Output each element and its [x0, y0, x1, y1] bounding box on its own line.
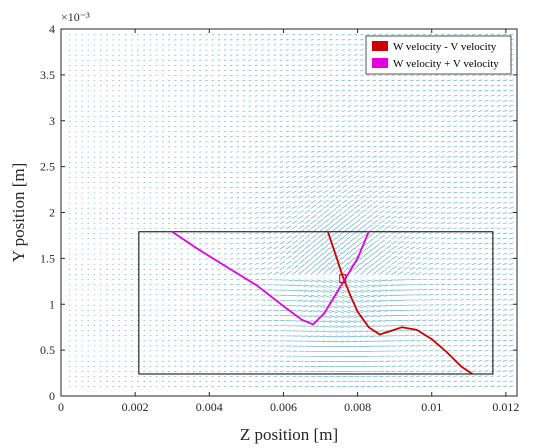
x-axis: 0 0.002 0.004 0.006 0.008 0.01 0.012 — [58, 29, 519, 414]
y-axis-label: Y position [m] — [9, 163, 28, 262]
y-tick-label: 2 — [49, 206, 55, 220]
series-lines — [171, 231, 473, 375]
legend-box — [365, 35, 512, 75]
x-tick-label: 0.004 — [196, 400, 223, 414]
y-tick-label: 0 — [49, 389, 55, 403]
x-tick-label: 0.008 — [344, 400, 371, 414]
y-tick-label: 1 — [49, 297, 55, 311]
legend: W velocity - V velocity W velocity + V ve… — [365, 35, 512, 75]
x-tick-label: 0.006 — [270, 400, 297, 414]
region-rectangle — [138, 231, 494, 375]
legend-label: W velocity - V velocity — [393, 41, 497, 53]
x-tick-label: 0.01 — [421, 400, 442, 414]
x-tick-label: 0 — [58, 400, 64, 414]
y-tick-label: 3.5 — [40, 68, 55, 82]
legend-swatch — [372, 58, 388, 68]
y-exponent-label: ×10⁻³ — [61, 10, 90, 24]
vector-field-arrows — [68, 33, 514, 388]
x-axis-label: Z position [m] — [240, 425, 338, 444]
vector-field — [68, 33, 514, 388]
y-axis: 0 0.5 1 1.5 2 2.5 3 3.5 4 — [40, 22, 517, 403]
legend-swatch — [372, 41, 388, 51]
legend-label: W velocity + V velocity — [393, 58, 499, 70]
y-tick-label: 1.5 — [40, 251, 55, 265]
y-tick-label: 4 — [49, 22, 55, 36]
y-tick-label: 2.5 — [40, 160, 55, 174]
x-tick-label: 0.012 — [492, 400, 519, 414]
region-box — [138, 231, 494, 375]
x-tick-label: 0.002 — [122, 400, 149, 414]
intersection-marker — [339, 274, 347, 284]
y-tick-label: 0.5 — [40, 343, 55, 357]
y-tick-label: 3 — [49, 114, 55, 128]
series-line-1 — [171, 231, 370, 326]
